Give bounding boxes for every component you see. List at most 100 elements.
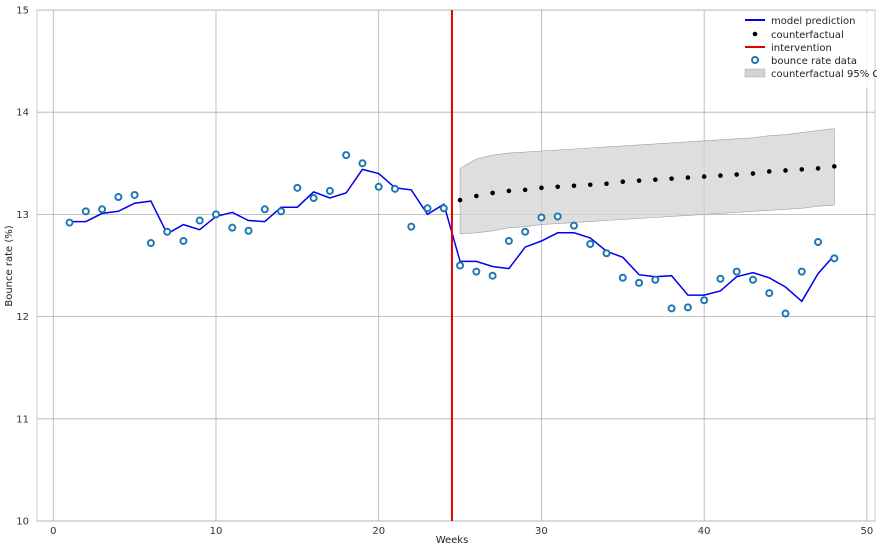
counterfactual-point [799,167,805,172]
data-point [618,273,627,282]
data-point [683,303,692,312]
data-point [602,249,611,258]
data-point [667,304,676,313]
data-point [488,271,497,280]
x-tick-label: 40 [698,526,711,537]
counterfactual-point [653,177,658,182]
counterfactual-point [620,179,626,184]
data-point [390,184,399,193]
data-point [98,205,107,214]
data-point [358,159,367,168]
y-tick-label: 15 [16,6,29,17]
counterfactual-point [685,175,691,180]
data-point [244,226,253,235]
data-point [651,275,660,284]
data-point [553,212,562,221]
counterfactual-point [490,190,495,196]
data-point [732,267,741,276]
data-point [228,223,237,232]
counterfactual-point [571,183,577,189]
data-point [114,193,123,202]
counterfactual-point [474,193,479,199]
data-point [586,240,595,249]
counterfactual-point [636,178,642,183]
x-tick-label: 10 [210,526,223,537]
y-tick-label: 12 [16,312,29,323]
counterfactual-point [783,168,788,173]
data-point [423,204,432,213]
x-axis-label: Weeks [436,535,469,546]
data-point [179,236,188,245]
plot-area [36,9,876,522]
legend: model prediction counterfactual interven… [738,12,877,88]
legend-ci-swatch [744,68,766,78]
counterfactual-point [457,197,463,203]
y-tick-label: 14 [16,108,29,119]
data-point [716,274,725,283]
grid [37,9,875,522]
counterfactual-point [766,169,772,174]
counterfactual-point [539,185,544,191]
bounce-rate-data-series [65,151,839,318]
y-tick-label: 11 [16,414,29,425]
legend-counterfactual-swatch [752,31,758,37]
counterfactual-point [555,184,560,190]
counterfactual-point [669,176,674,181]
counterfactual-point [506,188,512,194]
data-point [456,261,465,270]
data-point [472,267,481,276]
y-tick-label: 13 [16,210,29,221]
counterfactual-point [832,164,837,169]
legend-intervention-label: intervention [771,43,832,54]
axis-ticks: 0 10 20 30 40 50 10 11 12 13 14 15 [16,6,873,538]
counterfactual-series [457,164,837,203]
data-point [293,183,302,192]
data-point [277,207,286,216]
legend-data-label: bounce rate data [771,56,857,67]
data-point [700,296,709,305]
data-point [81,207,90,216]
counterfactual-point [587,182,593,188]
data-point [635,278,644,287]
counterfactual-point [604,181,609,187]
legend-data-swatch [751,56,759,64]
counterfactual-point [734,172,739,177]
counterfactual-point [522,187,528,193]
x-tick-label: 50 [860,526,873,537]
data-point [504,236,513,245]
data-point [781,309,790,318]
data-point [163,227,172,236]
counterfactual-point [718,173,723,178]
data-point [797,267,806,276]
counterfactual-point [815,166,821,171]
data-point [814,237,823,246]
x-tick-label: 0 [50,526,56,537]
data-point [146,239,155,248]
data-point [439,204,448,213]
legend-ci-label: counterfactual 95% CI [771,69,877,80]
counterfactual-point [701,174,707,179]
data-point [374,182,383,191]
data-point [65,218,74,227]
data-point [130,190,139,199]
data-point [407,222,416,231]
data-point [309,194,318,203]
y-tick-label: 10 [16,517,29,528]
data-point [211,210,220,219]
x-tick-label: 20 [372,526,385,537]
counterfactual-point [750,171,756,176]
data-point [765,289,774,298]
x-tick-label: 30 [535,526,548,537]
legend-model-label: model prediction [771,16,856,27]
data-point [830,254,839,263]
data-point [569,221,578,230]
data-point [260,205,269,214]
data-point [521,227,530,236]
data-point [325,186,334,195]
legend-counterfactual-label: counterfactual [771,30,844,41]
data-point [748,275,757,284]
data-point [195,216,204,225]
data-point [342,151,351,160]
data-point [537,213,546,222]
